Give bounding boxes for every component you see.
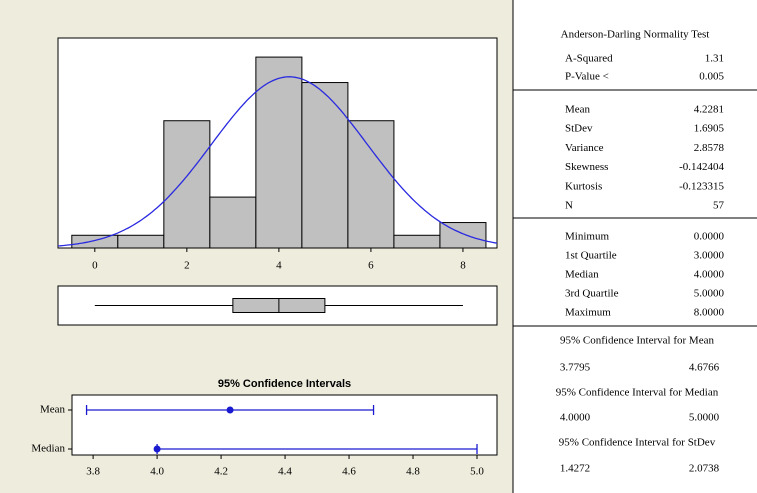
- x-tick-label: 6: [368, 260, 374, 272]
- stat-label: Skewness: [565, 161, 608, 173]
- stat-value: -0.142404: [679, 161, 724, 173]
- stat-value: 4.2281: [694, 104, 724, 116]
- interval-upper: 5.0000: [689, 412, 720, 424]
- stat-label: StDev: [565, 123, 593, 135]
- x-tick-label: 4.0: [150, 466, 164, 478]
- stat-value: -0.123315: [679, 180, 724, 192]
- interval-lower: 4.0000: [560, 412, 591, 424]
- stat-value: 0.005: [699, 71, 724, 83]
- stat-value: 0.0000: [694, 231, 725, 243]
- interval-lower: 1.4272: [560, 463, 590, 475]
- stat-value: 8.0000: [694, 307, 725, 319]
- chart-title: 95% Confidence Intervals: [218, 378, 351, 390]
- stat-label: P-Value <: [565, 71, 609, 83]
- x-tick-label: 0: [92, 260, 98, 272]
- interval-upper: 2.0738: [689, 463, 720, 475]
- x-tick-label: 4.6: [342, 466, 356, 478]
- stat-value: 3.0000: [694, 250, 725, 262]
- histogram-bar: [209, 196, 257, 249]
- x-tick-label: 3.8: [86, 466, 100, 478]
- histogram-bar: [393, 234, 441, 249]
- stat-label: A-Squared: [565, 53, 613, 65]
- x-tick-label: 4.8: [406, 466, 420, 478]
- y-tick-label: Mean: [40, 404, 66, 416]
- histogram-bar: [71, 234, 119, 249]
- x-tick-label: 2: [184, 260, 190, 272]
- y-tick-label: Median: [31, 443, 65, 455]
- estimate-point: [153, 445, 161, 453]
- histogram-bar: [347, 120, 395, 249]
- interval-title: 95% Confidence Interval for Median: [556, 387, 719, 399]
- stat-value: 4.0000: [694, 269, 725, 281]
- interval-frame: [71, 394, 498, 456]
- interval-lower: 3.7795: [560, 362, 591, 374]
- stat-label: Kurtosis: [565, 180, 602, 192]
- normal-curve: [57, 76, 498, 247]
- estimate-point: [226, 406, 234, 414]
- histogram-bar: [301, 82, 349, 249]
- interval-title: 95% Confidence Interval for StDev: [559, 437, 716, 449]
- x-tick-label: 4: [276, 260, 282, 272]
- stat-label: 3rd Quartile: [565, 288, 619, 300]
- stat-label: Mean: [565, 104, 591, 116]
- stat-label: Maximum: [565, 307, 611, 319]
- stat-value: 2.8578: [694, 142, 725, 154]
- x-tick-label: 8: [460, 260, 466, 272]
- x-tick-label: 5.0: [470, 466, 484, 478]
- interval-upper: 4.6766: [689, 362, 720, 374]
- stat-value: 57: [713, 200, 725, 212]
- stat-value: 1.6905: [694, 123, 725, 135]
- x-tick-label: 4.2: [214, 466, 228, 478]
- stat-value: 5.0000: [694, 288, 725, 300]
- test-title: Anderson-Darling Normality Test: [561, 29, 710, 41]
- stat-label: Median: [565, 269, 599, 281]
- stat-label: Variance: [565, 142, 604, 154]
- stat-label: N: [565, 200, 573, 212]
- x-tick-label: 4.4: [278, 466, 292, 478]
- histogram-bar: [163, 120, 211, 249]
- stat-value: 1.31: [705, 53, 724, 65]
- stat-label: Minimum: [565, 231, 609, 243]
- histogram-bar: [117, 234, 165, 249]
- interval-title: 95% Confidence Interval for Mean: [560, 335, 714, 347]
- right-panel: [513, 0, 757, 493]
- stat-label: 1st Quartile: [565, 250, 617, 262]
